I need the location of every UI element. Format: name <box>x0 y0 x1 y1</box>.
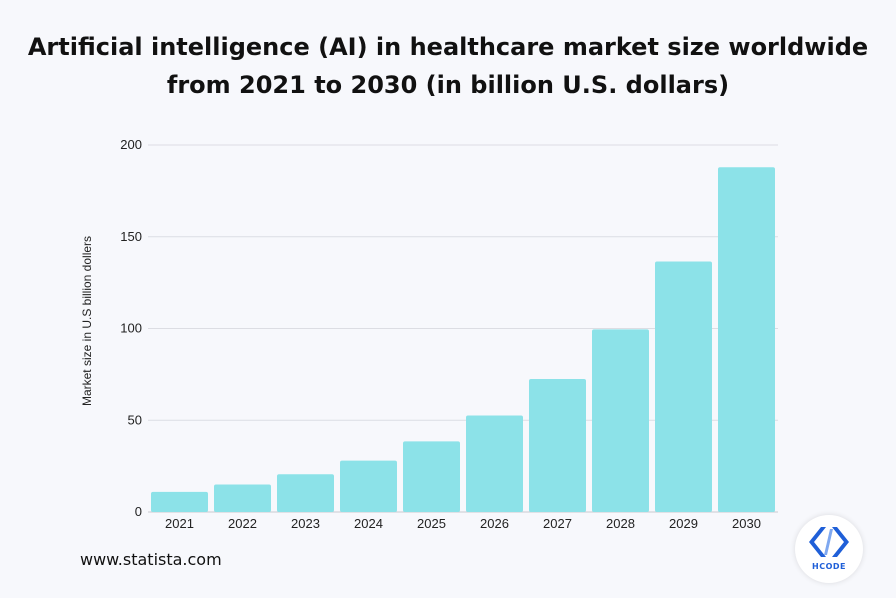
y-axis-title: Market size in U.S billion dollers <box>80 236 94 406</box>
x-tick-label-2022: 2022 <box>228 516 257 531</box>
bar-2027 <box>529 378 586 512</box>
bar-2026 <box>466 415 523 512</box>
hcode-logo: HCODE <box>795 515 863 583</box>
y-tick-label: 200 <box>120 137 142 152</box>
code-brackets-icon <box>809 527 849 557</box>
logo-text: HCODE <box>812 562 846 571</box>
y-tick-labels: 0 50 100 150 200 <box>120 137 142 519</box>
bar-2023 <box>277 474 334 512</box>
y-tick-label: 150 <box>120 229 142 244</box>
y-tick-label: 0 <box>135 504 142 519</box>
x-tick-label-2030: 2030 <box>732 516 761 531</box>
source-link[interactable]: www.statista.com <box>80 550 222 569</box>
x-tick-label-2027: 2027 <box>543 516 572 531</box>
chart-title-line-1: Artificial intelligence (AI) in healthca… <box>27 33 869 61</box>
x-tick-label-2024: 2024 <box>354 516 383 531</box>
chart-title-line-2: from 2021 to 2030 (in billion U.S. dolla… <box>166 71 730 99</box>
y-tick-label: 50 <box>128 412 142 427</box>
bar-2029 <box>655 261 712 512</box>
bar-2021 <box>151 491 208 512</box>
bar-2028 <box>592 329 649 512</box>
x-tick-label-2029: 2029 <box>669 516 698 531</box>
bar-2022 <box>214 484 271 512</box>
bar-2024 <box>340 460 397 512</box>
x-tick-labels: 2021 2022 2023 2024 2025 2026 2027 2028 2029 2030 <box>165 516 761 531</box>
x-tick-label-2021: 2021 <box>165 516 194 531</box>
chart-title: Artificial intelligence (AI) in healthca… <box>0 28 896 104</box>
bars <box>151 167 775 513</box>
bar-2025 <box>403 441 460 512</box>
x-tick-label-2023: 2023 <box>291 516 320 531</box>
bar-2030 <box>718 167 775 513</box>
x-tick-label-2025: 2025 <box>417 516 446 531</box>
x-tick-label-2028: 2028 <box>606 516 635 531</box>
y-tick-label: 100 <box>120 321 142 336</box>
x-tick-label-2026: 2026 <box>480 516 509 531</box>
